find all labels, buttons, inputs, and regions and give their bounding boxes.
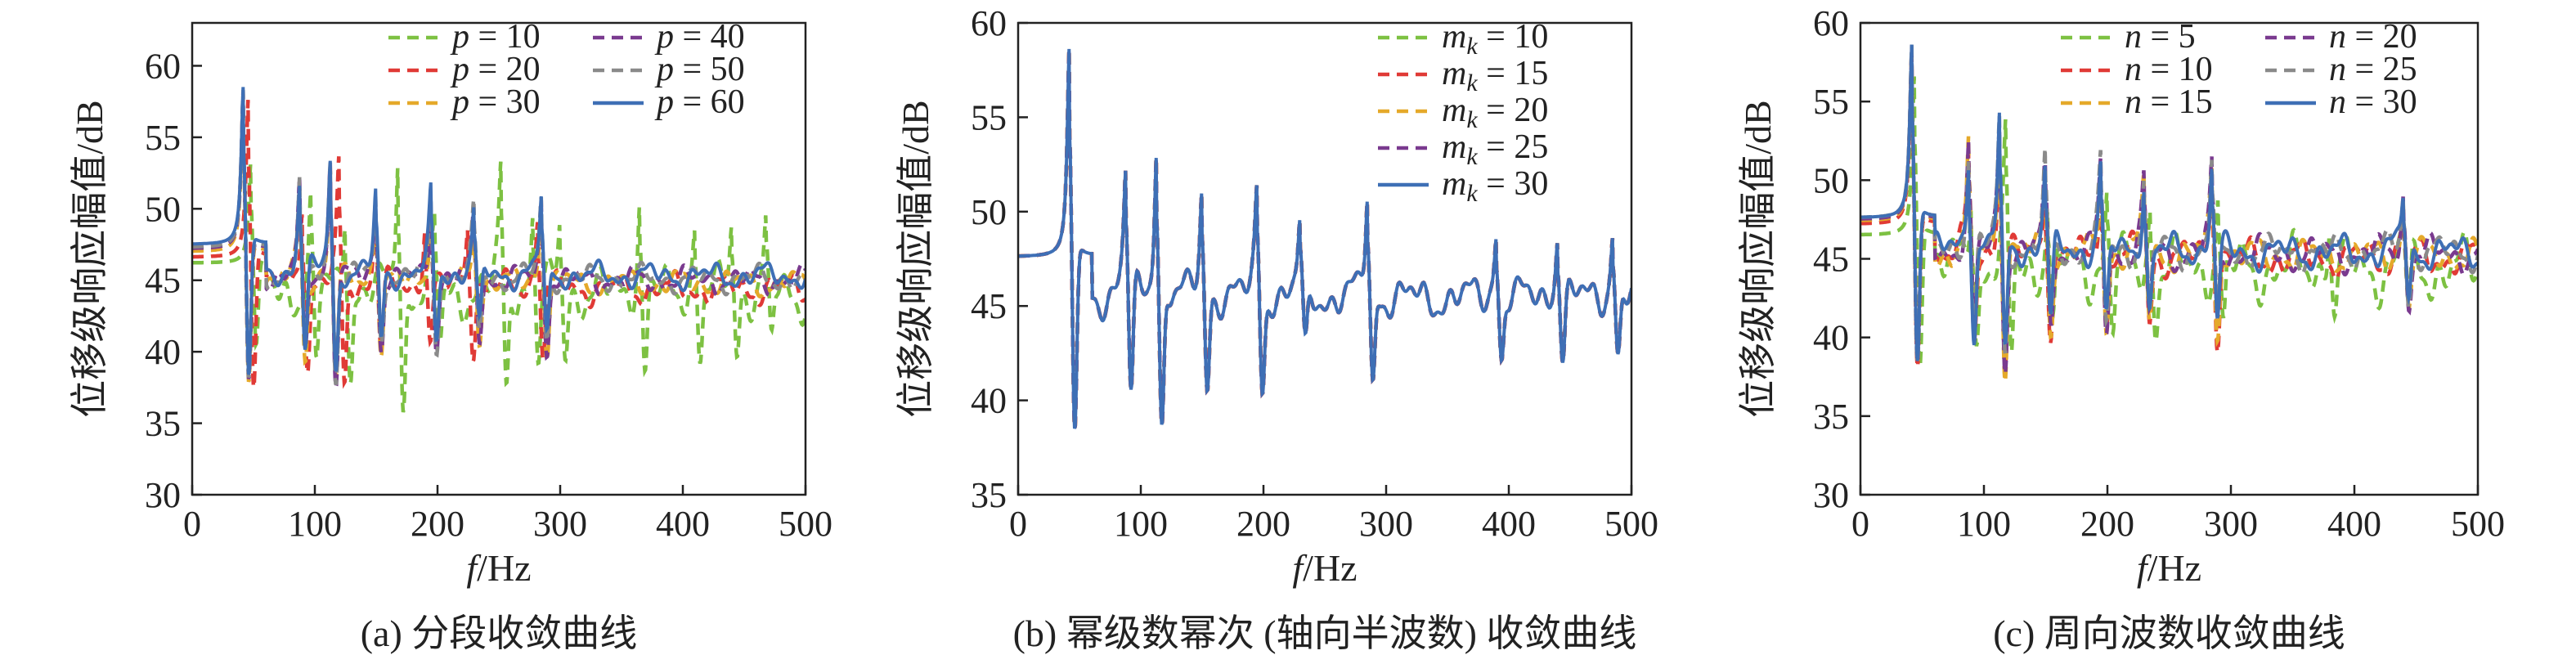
legend-label: mk = 15 [1442, 55, 1548, 96]
legend-label: n = 10 [2125, 51, 2213, 88]
y-tick-label: 50 [1813, 160, 1849, 200]
x-tick-label: 100 [1957, 504, 2011, 544]
series-line-p-10 [192, 161, 806, 413]
x-tick-label: 200 [411, 504, 464, 544]
series-line-m-30 [1018, 48, 1631, 429]
y-tick-label: 35 [971, 475, 1007, 515]
y-tick-label: 60 [145, 46, 181, 86]
y-tick-label: 50 [971, 192, 1007, 232]
series-line-p-20 [192, 100, 806, 389]
series-line-p-40 [192, 91, 806, 388]
x-axis-label: f/Hz [466, 547, 531, 589]
series-group [1860, 44, 2478, 383]
y-tick-label: 40 [145, 332, 181, 372]
panel-caption: (c) 周向波数收敛曲线 [1993, 612, 2345, 654]
legend-label: n = 25 [2329, 51, 2417, 88]
panel-caption: (b) 幂级数幂次 (轴向半波数) 收敛曲线 [1013, 612, 1637, 654]
series-line-p-30 [192, 94, 806, 383]
y-tick-label: 45 [145, 261, 181, 301]
x-tick-label: 0 [1009, 504, 1027, 544]
x-tick-label: 200 [1236, 504, 1290, 544]
panel-caption: (a) 分段收敛曲线 [361, 612, 638, 654]
legend-label: p = 40 [654, 18, 745, 56]
series-line-n-30 [1860, 44, 2478, 361]
legend-label: n = 5 [2125, 18, 2196, 56]
legend-label: p = 50 [654, 51, 745, 88]
y-tick-label: 45 [1813, 240, 1849, 280]
legend-label: n = 20 [2329, 18, 2417, 56]
legend-label: n = 15 [2125, 83, 2213, 121]
y-axis-label: 位移级响应幅值/dB [895, 100, 936, 417]
plot-frame [1016, 21, 1633, 496]
y-tick-label: 55 [145, 118, 181, 158]
x-tick-label: 100 [288, 504, 342, 544]
x-tick-label: 400 [2327, 504, 2381, 544]
legend-label: p = 10 [450, 18, 541, 56]
x-tick-label: 0 [183, 504, 201, 544]
legend: p = 10p = 20p = 30 p = 40p = 50p = 60 [388, 18, 745, 121]
legend: n = 5n = 10n = 15 n = 20n = 25n = 30 [2061, 18, 2417, 121]
x-axis-label: f/Hz [1292, 547, 1357, 589]
y-axis-label: 位移级响应幅值/dB [69, 100, 110, 417]
legend-label: p = 20 [450, 51, 541, 88]
series-line-p-60 [192, 87, 806, 375]
legend-label: mk = 20 [1442, 92, 1548, 133]
x-tick-label: 400 [1482, 504, 1536, 544]
series-group [1018, 48, 1631, 429]
y-tick-label: 55 [971, 97, 1007, 137]
series-line-p-50 [192, 89, 806, 386]
legend-label: p = 30 [450, 83, 541, 121]
y-tick-label: 35 [1813, 397, 1849, 437]
y-tick-label: 30 [145, 475, 181, 515]
x-tick-label: 0 [1851, 504, 1869, 544]
legend-label: mk = 30 [1442, 165, 1548, 207]
x-tick-label: 500 [1604, 504, 1658, 544]
x-tick-label: 200 [2080, 504, 2134, 544]
y-tick-label: 60 [1813, 3, 1849, 43]
x-tick-label: 100 [1114, 504, 1168, 544]
y-tick-label: 40 [971, 381, 1007, 421]
x-tick-label: 300 [2204, 504, 2258, 544]
legend-label: mk = 10 [1442, 18, 1548, 60]
y-tick-label: 30 [1813, 475, 1849, 515]
x-tick-label: 500 [2451, 504, 2505, 544]
series-group [192, 87, 806, 413]
x-tick-label: 500 [779, 504, 832, 544]
y-tick-label: 35 [145, 404, 181, 444]
legend-label: p = 60 [654, 83, 745, 121]
legend-label: n = 30 [2329, 83, 2417, 121]
chart-panel-2: 0 100 200 300 400 500 35 40 45 50 55 60 f/Hz 位移级响应幅值/… [895, 3, 1658, 654]
chart-panel-3: 0 100 200 300 400 500 30 35 40 45 50 55 60 f/Hz 位移级响应幅… [1737, 3, 2505, 654]
y-tick-label: 45 [971, 286, 1007, 326]
plot-frame [191, 21, 807, 496]
x-tick-label: 300 [1359, 504, 1413, 544]
y-tick-label: 60 [971, 3, 1007, 43]
legend-label: mk = 25 [1442, 128, 1548, 170]
y-axis-label: 位移级响应幅值/dB [1737, 100, 1779, 417]
y-tick-label: 55 [1813, 82, 1849, 122]
y-tick-label: 40 [1813, 318, 1849, 358]
chart-panel-1: 0 100 200 300 400 500 30 35 40 45 50 55 60 f/Hz 位移级响应幅… [69, 18, 832, 654]
series-line-n-25 [1860, 44, 2478, 361]
x-tick-label: 400 [656, 504, 710, 544]
y-tick-label: 50 [145, 189, 181, 229]
x-tick-label: 300 [533, 504, 587, 544]
x-axis-label: f/Hz [2137, 547, 2201, 589]
